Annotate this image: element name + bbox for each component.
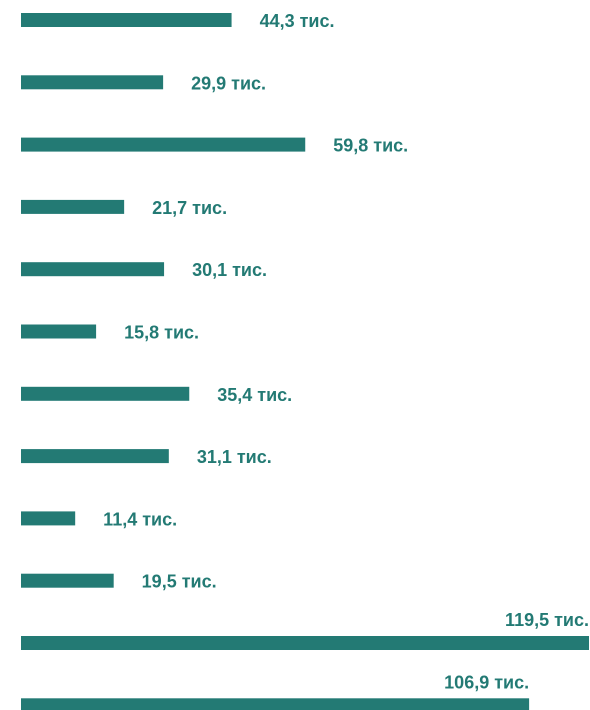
bar-7	[21, 387, 189, 401]
bar-value-label-10: 19,5 тис.	[142, 572, 217, 592]
bar-3	[21, 138, 305, 152]
bar-value-label-1: 44,3 тис.	[260, 11, 335, 31]
bar-value-label-4: 21,7 тис.	[152, 198, 227, 218]
bar-11	[21, 636, 589, 650]
bar-12	[21, 698, 529, 710]
bar-value-label-11: 119,5 тис.	[505, 610, 589, 630]
bar-value-label-9: 11,4 тис.	[103, 509, 177, 529]
bar-value-label-2: 29,9 тис.	[191, 73, 266, 93]
bar-2	[21, 75, 163, 89]
bar-value-label-8: 31,1 тис.	[197, 447, 272, 467]
bar-10	[21, 574, 114, 588]
bar-value-label-3: 59,8 тис.	[333, 136, 408, 156]
bar-6	[21, 325, 96, 339]
bar-value-label-5: 30,1 тис.	[192, 260, 267, 280]
bar-4	[21, 200, 124, 214]
bar-5	[21, 262, 164, 276]
bar-1	[21, 13, 232, 27]
bar-8	[21, 449, 169, 463]
bar-value-label-6: 15,8 тис.	[124, 323, 199, 343]
bar-9	[21, 511, 75, 525]
bar-value-label-7: 35,4 тис.	[217, 385, 292, 405]
bar-value-label-12: 106,9 тис.	[444, 672, 529, 692]
